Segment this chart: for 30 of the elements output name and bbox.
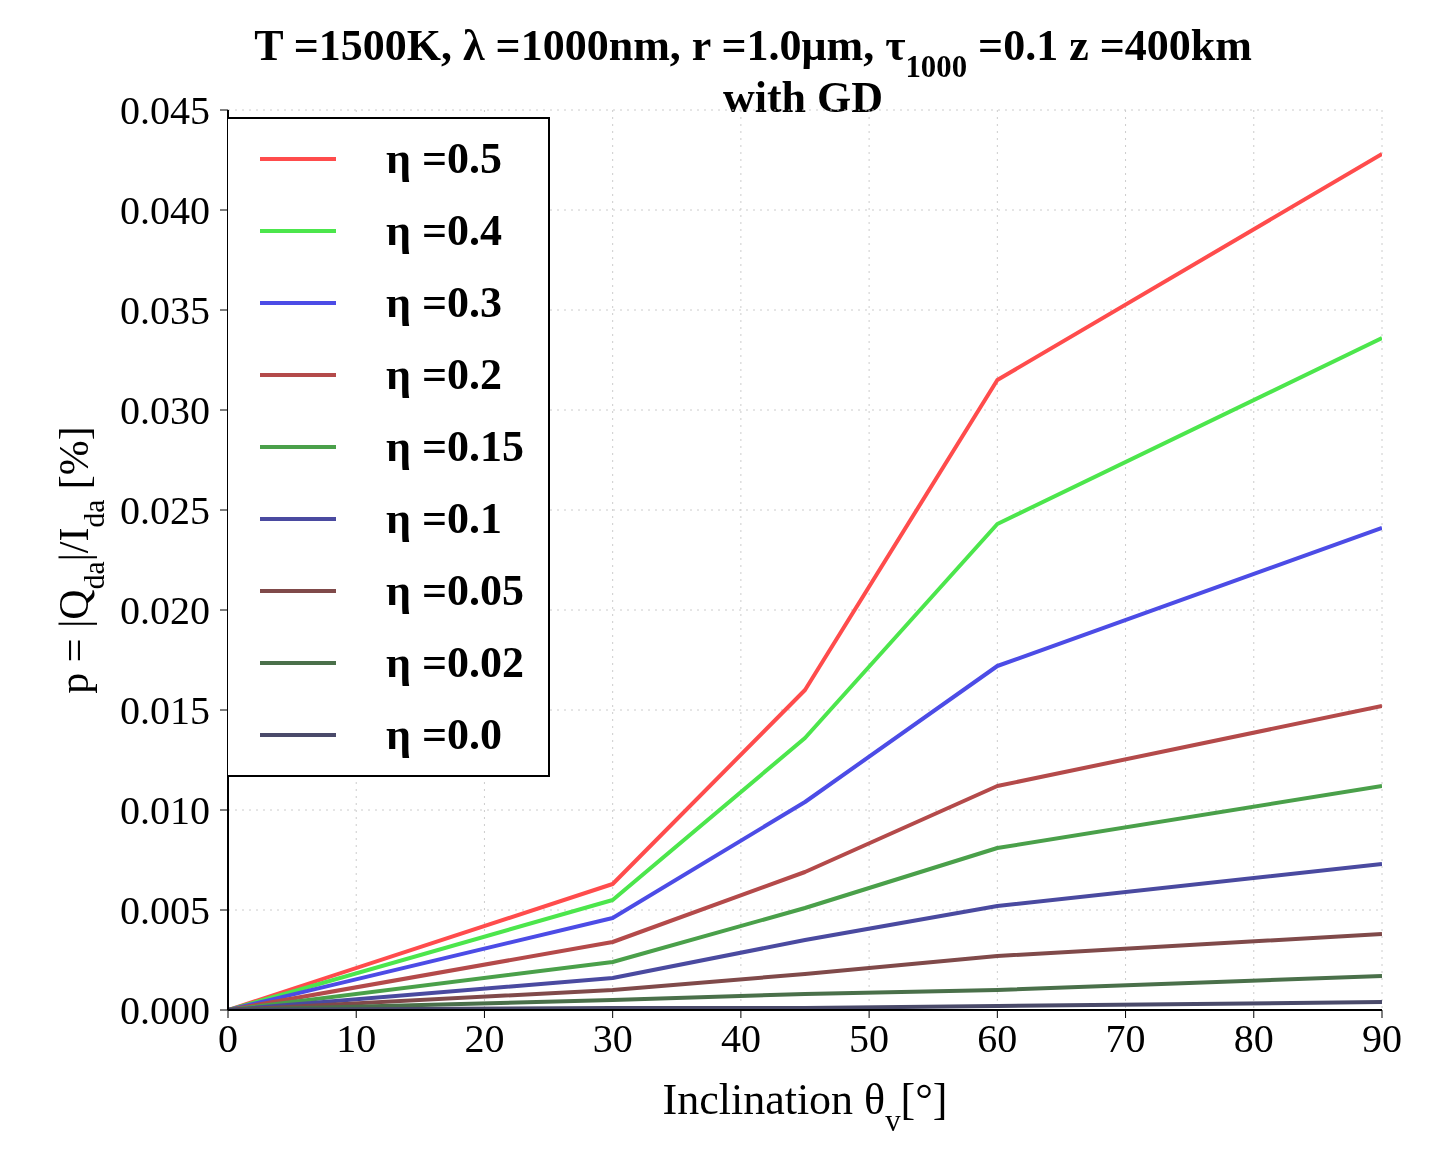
y-tick-label: 0.010 — [120, 788, 210, 834]
y-tick-label: 0.005 — [120, 888, 210, 934]
legend-label: η =0.4 — [386, 206, 503, 255]
x-tick-label: 40 — [720, 1016, 761, 1062]
x-tick-label: 80 — [1233, 1016, 1274, 1062]
x-tick-label: 0 — [218, 1016, 238, 1062]
y-tick-label: 0.000 — [120, 988, 210, 1034]
x-tick-label: 30 — [592, 1016, 633, 1062]
legend-label: η =0.0 — [386, 710, 503, 759]
y-tick-label: 0.045 — [120, 88, 210, 134]
legend-label: η =0.05 — [386, 566, 525, 615]
legend-label: η =0.3 — [386, 278, 503, 327]
y-tick-label: 0.025 — [120, 488, 210, 534]
x-tick-label: 50 — [849, 1016, 890, 1062]
legend-label: η =0.02 — [386, 638, 525, 687]
y-tick-label: 0.030 — [120, 388, 210, 434]
x-axis-title: Inclination θ$_{v}$[°] — [662, 1075, 948, 1138]
legend-label: η =0.1 — [386, 494, 503, 543]
x-tick-label: 60 — [977, 1016, 1018, 1062]
legend-label: η =0.15 — [386, 422, 525, 471]
x-tick-label: 10 — [336, 1016, 377, 1062]
y-tick-label: 0.015 — [120, 688, 210, 734]
y-tick-label: 0.035 — [120, 288, 210, 334]
y-tick-label: 0.020 — [120, 588, 210, 634]
x-tick-label: 90 — [1362, 1016, 1402, 1062]
y-tick-label: 0.040 — [120, 188, 210, 234]
legend-label: η =0.5 — [386, 134, 503, 183]
legend-label: η =0.2 — [386, 350, 503, 399]
x-tick-label: 20 — [464, 1016, 505, 1062]
x-tick-label: 70 — [1105, 1016, 1146, 1062]
